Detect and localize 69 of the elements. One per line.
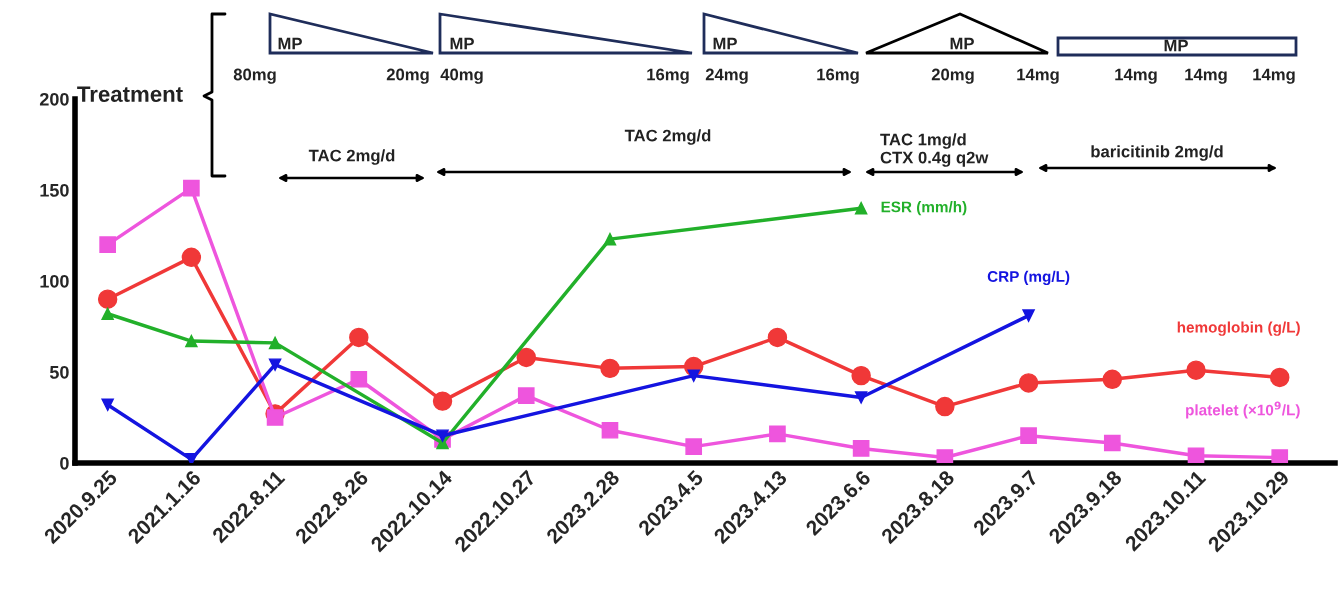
point xyxy=(101,398,114,412)
point xyxy=(767,327,788,348)
point xyxy=(851,365,871,386)
text: 14mg xyxy=(1115,68,1157,84)
point xyxy=(432,391,453,411)
point xyxy=(1018,373,1039,393)
y-tick-label: 150 xyxy=(40,183,69,197)
point xyxy=(349,327,369,348)
point xyxy=(268,358,282,371)
annotation: baricitinib 2mg/d xyxy=(1091,145,1223,161)
point xyxy=(185,334,198,348)
y-tick-label: 50 xyxy=(49,365,69,379)
point xyxy=(266,409,284,426)
point xyxy=(936,449,954,463)
text: 40mg xyxy=(440,68,483,84)
series-label: hemoglobin (g/L) xyxy=(1177,321,1300,336)
y-tick-label: 100 xyxy=(40,274,69,288)
annotation: Treatment xyxy=(77,86,183,102)
point xyxy=(854,201,868,215)
point xyxy=(852,440,870,457)
text: 14mg xyxy=(1017,68,1059,84)
point xyxy=(268,336,282,350)
point xyxy=(185,453,198,463)
text: MP xyxy=(1164,39,1188,52)
point xyxy=(600,358,620,379)
point xyxy=(769,425,786,443)
point xyxy=(1186,360,1206,380)
text: 20mg xyxy=(386,68,429,84)
point xyxy=(935,396,955,417)
point xyxy=(99,236,116,253)
point xyxy=(516,347,536,368)
point xyxy=(854,391,868,404)
text: 80mg xyxy=(233,68,276,84)
y-tick-label: 0 xyxy=(60,456,69,470)
text: 20mg xyxy=(931,68,974,84)
text: 14mg xyxy=(1185,68,1227,84)
point xyxy=(687,369,700,382)
point xyxy=(601,421,619,439)
point xyxy=(1103,434,1121,452)
text: 14mg xyxy=(1253,68,1295,84)
point xyxy=(685,438,703,455)
text: MP xyxy=(278,37,302,50)
point xyxy=(181,247,202,268)
point xyxy=(517,387,535,404)
point xyxy=(1020,427,1037,445)
annotation: TAC 1mg/d CTX 0.4g q2w xyxy=(880,133,989,167)
text: MP xyxy=(450,37,474,50)
text: MP xyxy=(950,37,974,50)
y-tick-label: 200 xyxy=(39,92,69,106)
text: 16mg xyxy=(647,68,689,84)
annotation: TAC 2mg/d xyxy=(624,129,711,145)
point xyxy=(101,307,114,321)
text: 16mg xyxy=(817,68,859,84)
point xyxy=(183,179,200,197)
text: 24mg xyxy=(705,68,748,84)
point xyxy=(97,289,118,309)
annotation: TAC 2mg/d xyxy=(308,149,395,165)
point xyxy=(1102,369,1123,390)
point xyxy=(1271,449,1289,463)
point xyxy=(1022,309,1035,322)
series-label: ESR (mm/h) xyxy=(881,201,967,216)
point xyxy=(436,429,449,442)
point xyxy=(603,232,617,246)
point xyxy=(1187,447,1205,463)
series-label: platelet (×10$^{9}$/L) xyxy=(1186,401,1300,419)
point xyxy=(1270,367,1290,388)
text: MP xyxy=(713,37,737,50)
text: CRP (mg/L) xyxy=(987,270,1070,286)
point xyxy=(350,370,368,388)
